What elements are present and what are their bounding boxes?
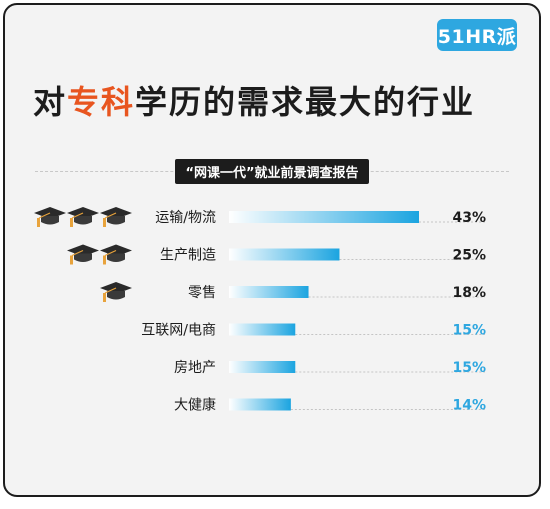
bar: [229, 323, 296, 336]
cap-tassel: [70, 218, 73, 227]
graduation-cap-icon: [34, 207, 66, 227]
value-label: 15%: [452, 360, 486, 376]
category-label: 零售: [188, 285, 216, 301]
graduation-cap-icon: [67, 244, 99, 265]
value-label: 14%: [452, 398, 486, 414]
cap-tassel: [70, 255, 73, 265]
bar: [229, 211, 419, 223]
value-label: 18%: [452, 285, 486, 301]
graduation-cap-icon: [100, 207, 132, 227]
category-label: 生产制造: [160, 248, 216, 264]
value-label: 25%: [452, 248, 486, 264]
graduation-cap-icon: [100, 282, 132, 302]
bar: [229, 286, 309, 298]
cap-base: [74, 216, 92, 225]
category-label: 运输/物流: [155, 210, 216, 226]
value-label: 15%: [452, 323, 486, 339]
cap-base: [41, 216, 59, 225]
category-label: 房地产: [174, 360, 216, 376]
cap-base: [74, 253, 92, 262]
brand-logo: 51HR派: [437, 19, 517, 51]
category-label: 互联网/电商: [141, 323, 216, 339]
title-prefix: 对: [33, 83, 68, 121]
subtitle-wrap: “网课一代”就业前景调查报告: [5, 159, 539, 184]
cap-tassel-cord: [71, 249, 84, 257]
title-accent: 专科: [67, 83, 136, 121]
bar: [229, 398, 291, 411]
cap-base: [107, 291, 125, 300]
cap-tassel: [103, 293, 106, 302]
cap-tassel-cord: [71, 212, 84, 219]
title-suffix: 学历的需求最大的行业: [135, 83, 476, 121]
page-title: 对专科学历的需求最大的行业: [33, 77, 475, 123]
cap-tassel-cord: [104, 249, 117, 257]
bar: [229, 361, 296, 373]
cap-tassel-cord: [104, 287, 117, 294]
cap-tassel: [103, 218, 106, 227]
cap-base: [107, 253, 125, 262]
cap-base: [107, 216, 125, 225]
graduation-cap-icon: [100, 244, 132, 265]
cap-tassel-cord: [104, 212, 117, 219]
cap-tassel-cord: [38, 212, 51, 219]
bar: [229, 248, 340, 261]
graduation-cap-icon: [67, 207, 99, 227]
value-label: 43%: [452, 210, 486, 226]
cap-tassel: [103, 255, 106, 265]
report-subtitle: “网课一代”就业前景调查报告: [175, 159, 369, 184]
cap-tassel: [37, 218, 40, 227]
category-label: 大健康: [174, 397, 216, 414]
